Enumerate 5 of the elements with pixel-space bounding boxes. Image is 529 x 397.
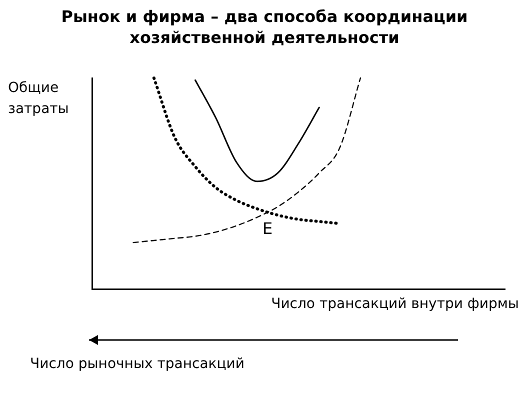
y-axis-title: Общие затраты — [8, 79, 70, 119]
annotation: E — [262, 219, 273, 238]
text: Число рыночных трансакций — [30, 356, 244, 372]
x-axis-title: Число трансакций внутри фирмы — [271, 296, 519, 312]
chart-title: Рынок и фирма – два способа координации хозяйственной деятельности — [60, 6, 469, 48]
